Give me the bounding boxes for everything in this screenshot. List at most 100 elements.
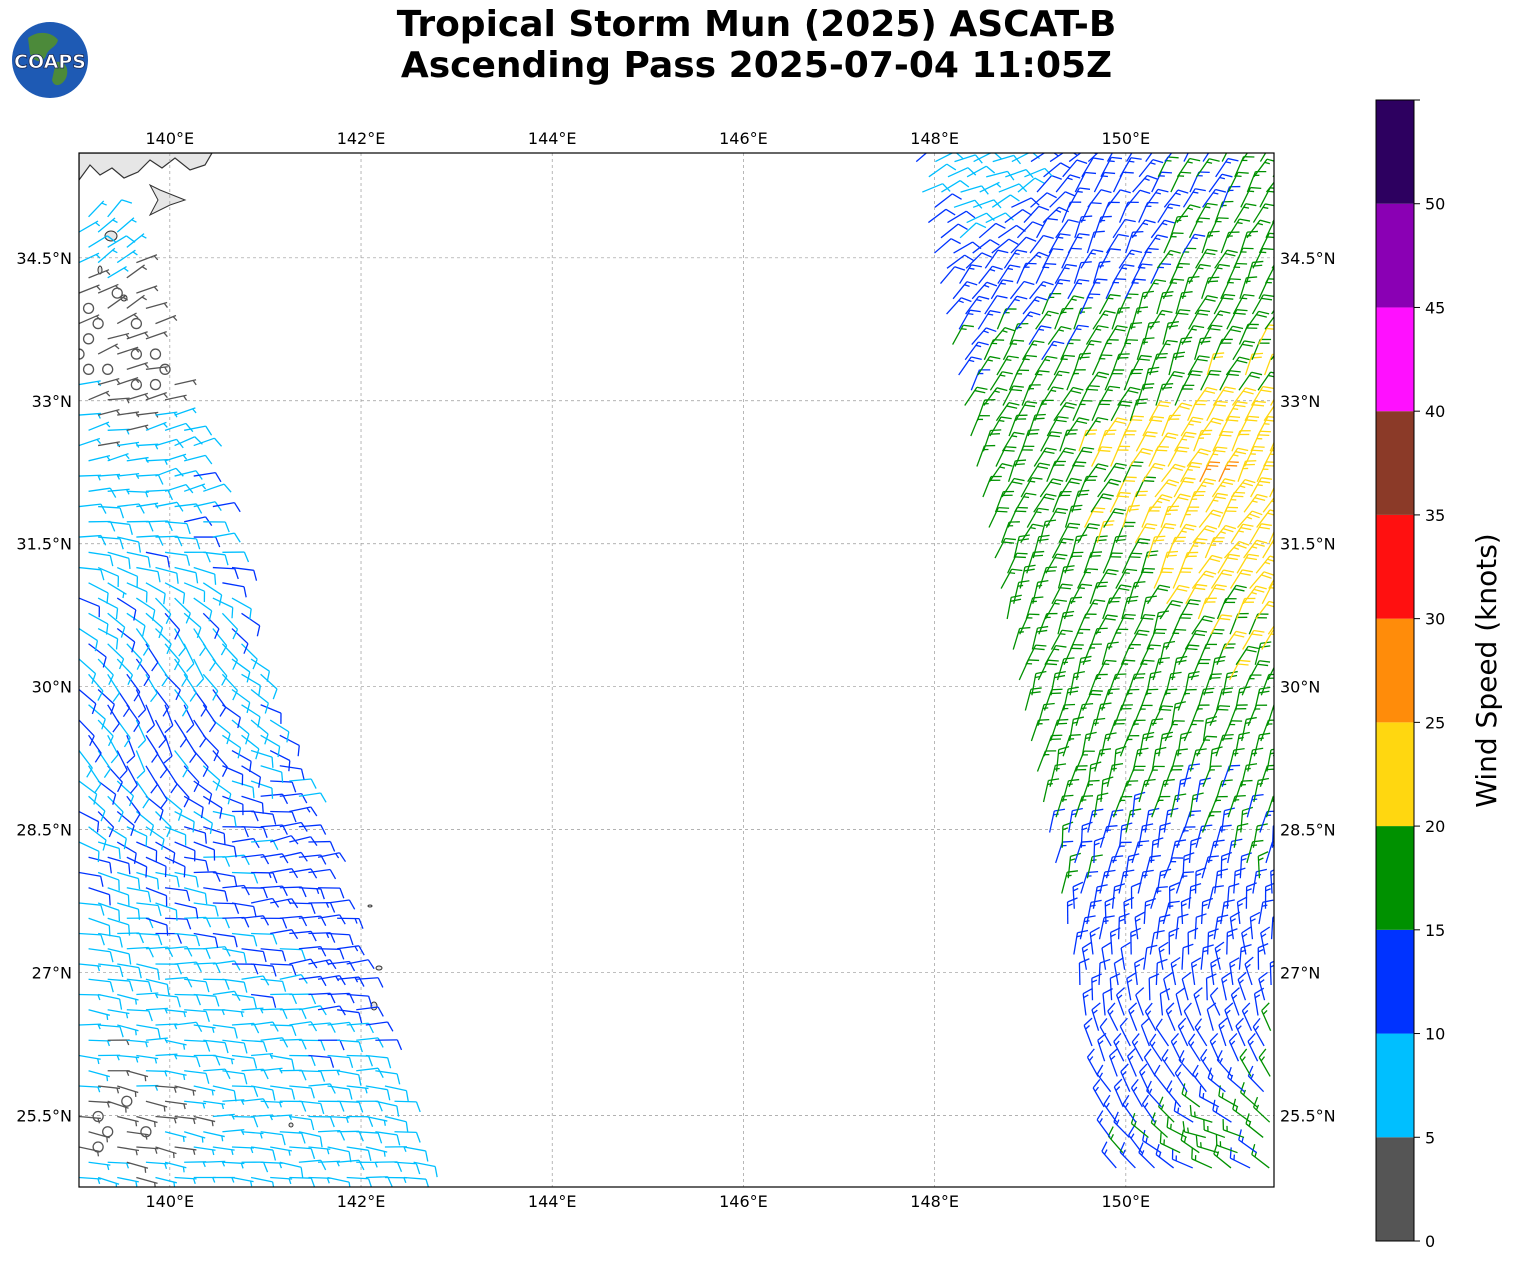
barb-flag	[1131, 882, 1142, 888]
barb-flag	[1062, 840, 1074, 843]
barb-staff	[126, 424, 149, 431]
barb-flag	[1126, 972, 1137, 980]
wind-barb	[1200, 897, 1214, 925]
wind-barb	[88, 520, 116, 532]
barb-flag	[141, 625, 146, 637]
wind-barb	[193, 536, 221, 548]
barb-staff	[88, 551, 111, 557]
barb-staff	[356, 1131, 379, 1134]
wind-barb	[203, 1009, 226, 1016]
barb-flag	[1235, 1017, 1244, 1027]
wind-barb	[193, 993, 220, 1007]
barb-staff	[241, 643, 258, 660]
barb-staff	[97, 719, 114, 737]
barb-staff	[145, 765, 158, 785]
barb-flag	[1156, 353, 1168, 355]
barb-flag	[108, 826, 115, 838]
barb-staff	[107, 856, 129, 865]
barb-staff	[202, 582, 222, 596]
wind-barb	[260, 1161, 283, 1169]
barb-staff	[231, 837, 254, 843]
barb-flag	[272, 934, 278, 945]
barb-half-flag	[105, 391, 111, 397]
barb-staff	[231, 566, 254, 571]
barb-staff	[231, 902, 254, 908]
wind-barb	[212, 689, 227, 717]
wind-barb	[126, 643, 143, 670]
wind-barb	[88, 1070, 110, 1082]
wind-barb	[88, 390, 111, 401]
wind-barb	[375, 1070, 401, 1085]
barb-staff	[327, 1085, 350, 1090]
barb-flag	[320, 792, 327, 803]
wind-barb	[270, 1146, 292, 1156]
barb-staff	[126, 612, 146, 627]
barb-half-flag	[1225, 1009, 1231, 1015]
barb-flag	[1198, 1085, 1202, 1097]
barb-staff	[79, 1085, 101, 1088]
wind-barb	[88, 673, 104, 701]
barb-flag	[329, 932, 336, 943]
barb-staff	[1098, 962, 1101, 985]
wind-barb	[79, 1085, 101, 1093]
barb-flag	[1187, 927, 1199, 934]
wind-barb	[164, 1070, 187, 1081]
barb-staff	[231, 1022, 254, 1026]
barb-staff	[250, 689, 269, 704]
barb-staff	[174, 902, 197, 909]
wind-barb	[174, 379, 197, 386]
wind-barb	[337, 945, 365, 956]
wind-barb	[1198, 1085, 1220, 1108]
barb-half-flag	[1090, 933, 1096, 938]
barb-staff	[97, 993, 120, 1000]
barb-flag	[1142, 571, 1154, 574]
barb-half-flag	[1194, 994, 1200, 999]
wind-barb	[183, 765, 200, 793]
barb-staff	[164, 582, 185, 594]
barb-flag	[131, 641, 136, 653]
barb-staff	[88, 643, 107, 658]
barb-staff	[79, 252, 100, 264]
barb-staff	[145, 520, 168, 523]
barb-flag	[1160, 988, 1171, 995]
wind-barb	[365, 1146, 388, 1157]
barb-flag	[348, 1151, 352, 1163]
barb-flag	[215, 536, 221, 548]
barb-half-flag	[141, 234, 147, 239]
barb-flag	[1134, 911, 1145, 918]
wind-barb	[135, 628, 150, 656]
barb-flag	[396, 1039, 403, 1051]
wind-barb	[88, 1009, 111, 1020]
barb-flag	[415, 1132, 421, 1143]
wind-barb	[193, 719, 207, 748]
barb-staff	[126, 795, 141, 815]
wind-barb	[270, 1176, 293, 1185]
barb-flag	[185, 613, 191, 624]
barb-staff	[221, 612, 238, 630]
wind-barb	[327, 1021, 356, 1033]
barb-flag	[1177, 1017, 1187, 1027]
barb-flag	[1222, 430, 1234, 433]
barb-flag	[119, 998, 123, 1010]
barb-staff	[79, 1054, 101, 1060]
barb-flag	[1124, 613, 1136, 616]
barb-flag	[1084, 915, 1096, 919]
wind-barb	[260, 1131, 286, 1146]
barb-staff	[394, 1100, 417, 1103]
barb-flag	[1221, 972, 1232, 980]
barb-staff	[375, 1131, 398, 1136]
barb-flag	[1096, 1110, 1104, 1121]
barb-half-flag	[1148, 1088, 1153, 1094]
barb-half-flag	[116, 442, 121, 448]
wind-barb	[183, 826, 207, 844]
barb-flag	[149, 825, 155, 836]
barb-flag	[358, 1041, 363, 1053]
barb-staff	[212, 1054, 235, 1061]
barb-staff	[164, 946, 188, 950]
barb-staff	[116, 750, 128, 771]
barb-flag	[1159, 1132, 1162, 1144]
wind-barb	[212, 1054, 235, 1065]
barb-half-flag	[211, 1149, 215, 1156]
barb-staff	[107, 612, 126, 628]
barb-flag	[176, 876, 180, 888]
